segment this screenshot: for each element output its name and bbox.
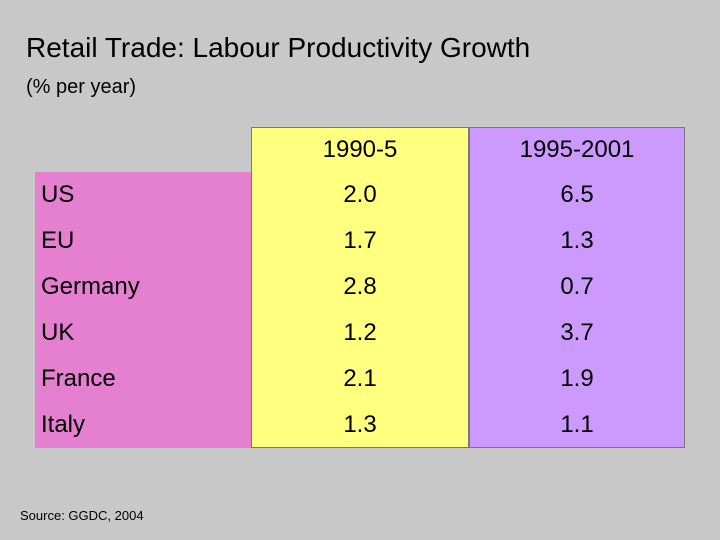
source-note: Source: GGDC, 2004: [20, 508, 144, 523]
table-cell: 1.1: [469, 402, 685, 448]
productivity-table: 1990-5 1995-2001 US 2.0 6.5 EU 1.7 1.3 Germany 2.…: [35, 127, 685, 448]
row-label: UK: [35, 310, 251, 356]
row-label: Germany: [35, 264, 251, 310]
column-header: 1990-5: [251, 127, 469, 172]
row-label: US: [35, 172, 251, 218]
row-label: France: [35, 356, 251, 402]
table-cell: 0.7: [469, 264, 685, 310]
table-cell: 1.2: [251, 310, 469, 356]
table-cell: 1.3: [251, 402, 469, 448]
table-cell: 1.7: [251, 218, 469, 264]
row-label: EU: [35, 218, 251, 264]
table-cell: 3.7: [469, 310, 685, 356]
page-title: Retail Trade: Labour Productivity Growth: [26, 32, 531, 63]
page-subtitle: (% per year): [26, 76, 137, 98]
column-header: 1995-2001: [469, 127, 685, 172]
row-label: Italy: [35, 402, 251, 448]
table-cell: 1.3: [469, 218, 685, 264]
table-cell: 2.8: [251, 264, 469, 310]
table-cell: 1.9: [469, 356, 685, 402]
table-cell: 2.0: [251, 172, 469, 218]
table-cell: 6.5: [469, 172, 685, 218]
table-cell: 2.1: [251, 356, 469, 402]
